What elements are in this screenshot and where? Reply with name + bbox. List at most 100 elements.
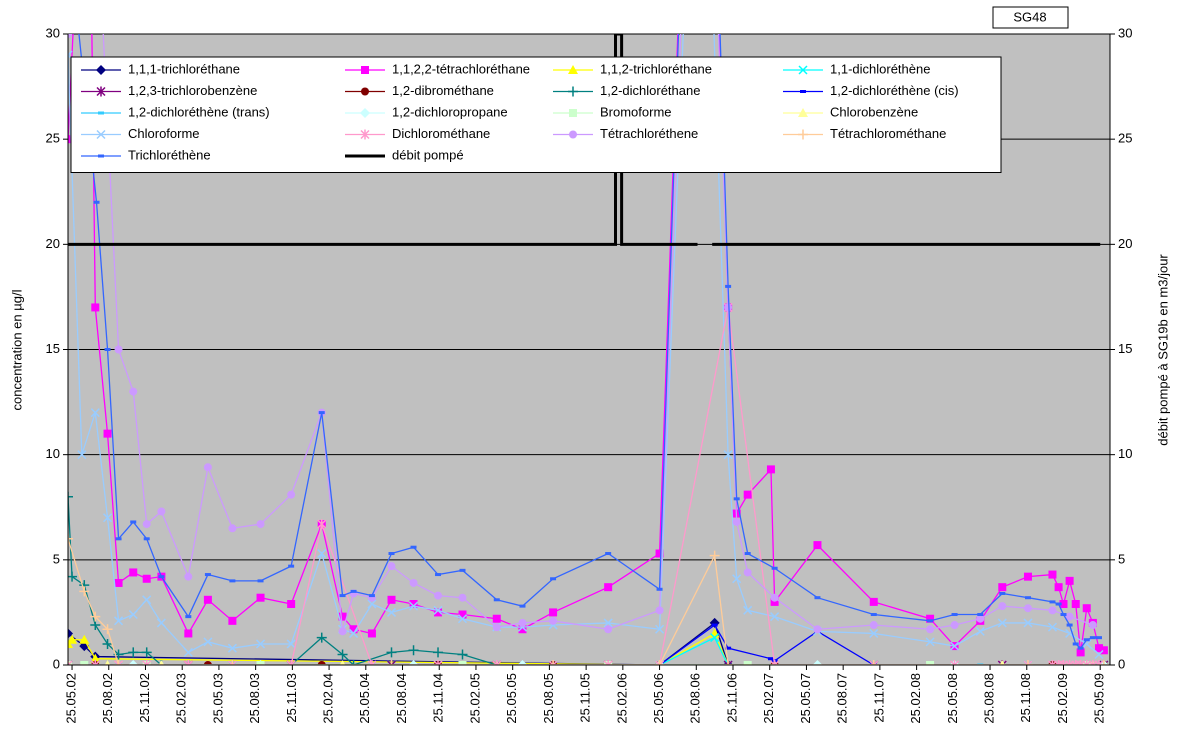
marker [655, 549, 664, 558]
y2-tick-label: 15 [1118, 341, 1132, 356]
marker [812, 660, 823, 665]
marker [409, 578, 418, 587]
legend-box [70, 56, 1002, 173]
legend-label: 1,2-dichloréthène (cis) [830, 83, 959, 98]
marker [128, 647, 139, 658]
marker [114, 616, 124, 626]
x-tick-label: 25.11.05 [578, 673, 593, 723]
marker [1082, 639, 1092, 649]
marker [158, 575, 165, 579]
marker [227, 660, 238, 665]
marker [766, 465, 775, 474]
marker [104, 660, 111, 665]
legend-label: Tétrachloréthene [600, 126, 698, 141]
marker [361, 66, 369, 74]
marker [926, 614, 935, 623]
marker [350, 589, 357, 593]
marker [1083, 638, 1090, 642]
marker [1099, 646, 1108, 655]
marker [203, 595, 212, 604]
marker [90, 408, 100, 418]
marker [950, 641, 960, 651]
marker [709, 550, 720, 561]
legend-label: 1,1,2-trichloréthane [600, 61, 712, 76]
marker [143, 537, 150, 541]
marker [93, 200, 100, 204]
marker [798, 65, 808, 75]
marker [656, 587, 663, 591]
marker [203, 637, 213, 647]
legend-label: 1,2-dibrométhane [392, 83, 494, 98]
x-tick-label: 25.11.07 [871, 673, 886, 723]
marker [286, 639, 296, 649]
marker [80, 661, 89, 665]
marker [999, 660, 1006, 665]
marker [90, 653, 101, 663]
marker [1060, 613, 1067, 617]
x-tick-label: 25.05.06 [651, 673, 666, 724]
marker [387, 595, 396, 604]
y2-axis-title: débit pompé à SG19b en m3/jour [1155, 254, 1170, 446]
marker [733, 497, 740, 501]
marker [386, 660, 397, 665]
legend-label: 1,1,2,2-tétrachloréthane [392, 61, 530, 76]
marker [569, 130, 577, 139]
series-line [68, 538, 1104, 665]
x-tick-label: 25.05.05 [504, 673, 519, 724]
marker [114, 578, 123, 587]
marker [1054, 583, 1063, 592]
marker [228, 524, 237, 533]
marker [1022, 660, 1033, 665]
marker [388, 552, 395, 556]
marker [732, 574, 742, 584]
marker [79, 634, 90, 644]
marker [349, 628, 359, 638]
marker [604, 583, 613, 592]
x-tick-label: 25.08.06 [688, 673, 703, 724]
marker [203, 463, 212, 472]
marker [743, 661, 752, 665]
x-tick-label: 25.02.09 [1055, 673, 1070, 724]
marker [288, 564, 295, 568]
marker [710, 633, 720, 643]
y-tick-label: 0 [53, 656, 60, 671]
marker [655, 624, 665, 634]
marker [798, 129, 808, 140]
marker [317, 519, 327, 530]
marker [798, 108, 808, 117]
x-tick-label: 25.02.08 [908, 673, 923, 724]
x-tick-label: 25.08.04 [394, 673, 409, 724]
x-tick-label: 25.08.03 [247, 673, 262, 724]
marker [568, 86, 578, 97]
marker [813, 541, 822, 550]
marker [1066, 623, 1073, 627]
marker [96, 129, 106, 140]
marker [68, 491, 73, 502]
marker [102, 638, 113, 649]
marker [603, 618, 613, 628]
y-tick-label: 5 [53, 551, 60, 566]
marker [286, 660, 296, 665]
marker [976, 614, 985, 623]
x-tick-label: 25.11.08 [1018, 673, 1033, 723]
x-tick-label: 25.02.03 [174, 673, 189, 724]
marker [457, 649, 468, 660]
marker [368, 594, 375, 598]
marker [90, 611, 101, 622]
marker [184, 572, 193, 581]
marker [129, 568, 138, 577]
marker [158, 660, 165, 665]
marker [926, 661, 935, 665]
marker [458, 661, 467, 665]
marker [256, 661, 265, 665]
series-line [78, 34, 1099, 650]
marker [77, 450, 87, 460]
y-tick-label: 25 [46, 131, 60, 146]
marker [1071, 600, 1080, 609]
marker [549, 608, 558, 617]
marker [519, 604, 526, 608]
x-tick-label: 25.11.02 [137, 673, 152, 723]
marker [183, 647, 193, 657]
y-tick-label: 20 [46, 236, 60, 251]
marker [317, 548, 327, 559]
